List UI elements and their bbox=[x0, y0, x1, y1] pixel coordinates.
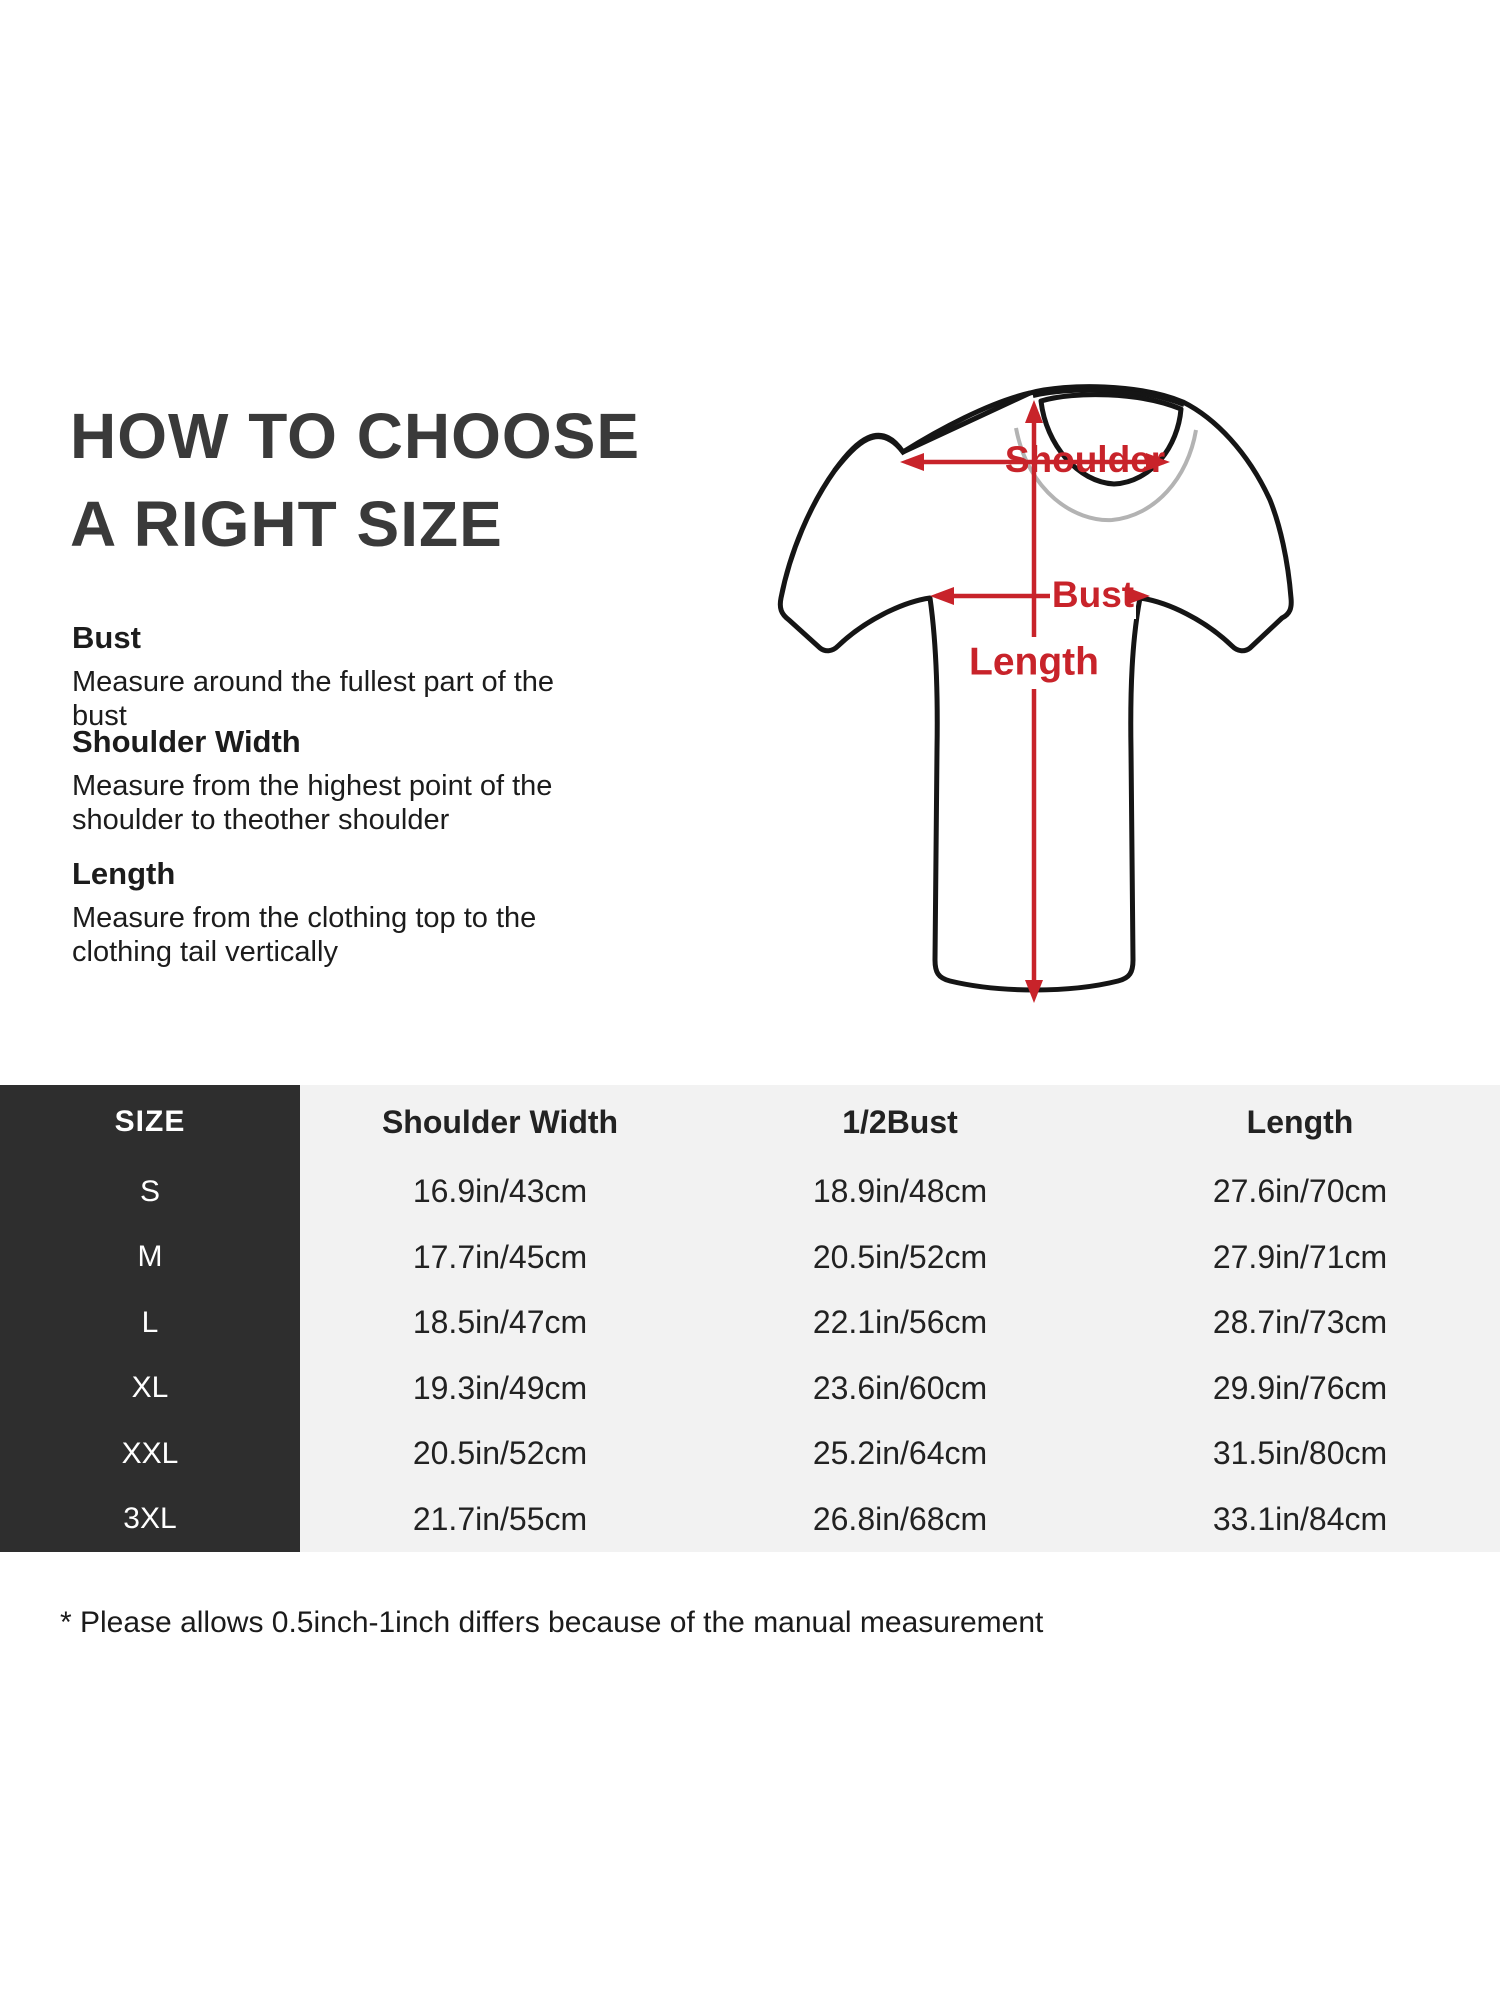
page-title-line2: A RIGHT SIZE bbox=[70, 488, 503, 560]
size-value: XL bbox=[131, 1371, 169, 1405]
length-value: 27.9in/71cm bbox=[1212, 1238, 1388, 1275]
bust-arrowhead-left bbox=[930, 587, 954, 605]
table-row: 3XL 21.7in/55cm 26.8in/68cm 33.1in/84cm bbox=[0, 1486, 1500, 1552]
size-value: M bbox=[137, 1240, 163, 1274]
table-row: M 17.7in/45cm 20.5in/52cm 27.9in/71cm bbox=[0, 1224, 1500, 1290]
half-bust-value: 25.2in/64cm bbox=[812, 1435, 988, 1472]
instruction-bust-label: Bust bbox=[72, 620, 141, 655]
tshirt-left-shoulder-line bbox=[832, 390, 1033, 473]
half-bust-value: 20.5in/52cm bbox=[812, 1238, 988, 1275]
size-column-header: SIZE bbox=[114, 1105, 186, 1138]
length-label-mask bbox=[962, 637, 1106, 689]
instruction-bust-desc: Measure around the fullest part of the b… bbox=[72, 666, 555, 732]
half-bust-value: 18.9in/48cm bbox=[812, 1173, 988, 1210]
half-bust-column-header: 1/2Bust bbox=[842, 1103, 958, 1140]
table-row: XXL 20.5in/52cm 25.2in/64cm 31.5in/80cm bbox=[0, 1421, 1500, 1487]
length-arrowhead-up bbox=[1025, 400, 1043, 423]
instruction-bust: Bust Measure around the fullest part of … bbox=[72, 620, 572, 733]
size-table-header-row: SIZE Shoulder Width 1/2Bust Length bbox=[0, 1085, 1500, 1159]
shoulder-width-value: 18.5in/47cm bbox=[412, 1304, 588, 1341]
bust-label: Bust bbox=[1052, 574, 1134, 615]
table-row: XL 19.3in/49cm 23.6in/60cm 29.9in/76cm bbox=[0, 1355, 1500, 1421]
length-value: 31.5in/80cm bbox=[1212, 1435, 1388, 1472]
size-value: L bbox=[141, 1305, 159, 1339]
length-value: 27.6in/70cm bbox=[1212, 1173, 1388, 1210]
half-bust-value: 22.1in/56cm bbox=[812, 1304, 988, 1341]
bust-arrowhead-right bbox=[1126, 587, 1150, 605]
measurement-disclaimer: * Please allows 0.5inch-1inch differs be… bbox=[60, 1606, 1044, 1639]
instruction-shoulder-width-desc-line1: Measure from the highest point of the bbox=[72, 770, 553, 802]
size-value: 3XL bbox=[123, 1502, 177, 1536]
instruction-shoulder-width: Shoulder Width Measure from the highest … bbox=[72, 724, 572, 837]
length-value: 33.1in/84cm bbox=[1212, 1500, 1388, 1537]
size-table: SIZE Shoulder Width 1/2Bust Length S 16.… bbox=[0, 1085, 1500, 1552]
instruction-shoulder-width-desc-line2: shoulder to theother shoulder bbox=[72, 804, 450, 836]
length-label: Length bbox=[969, 640, 1099, 683]
tshirt-diagram-svg: Shoulder Bust Length bbox=[777, 384, 1294, 1003]
shoulder-width-value: 21.7in/55cm bbox=[412, 1500, 588, 1537]
instruction-length-desc-line2: clothing tail vertically bbox=[72, 936, 338, 968]
half-bust-value: 23.6in/60cm bbox=[812, 1369, 988, 1406]
length-column-header: Length bbox=[1246, 1103, 1354, 1140]
shoulder-label: Shoulder bbox=[1005, 439, 1165, 480]
shoulder-arrowhead-right bbox=[1146, 453, 1170, 471]
instruction-shoulder-width-label: Shoulder Width bbox=[72, 724, 301, 759]
size-value: XXL bbox=[121, 1436, 179, 1470]
length-value: 28.7in/73cm bbox=[1212, 1304, 1388, 1341]
table-row: L 18.5in/47cm 22.1in/56cm 28.7in/73cm bbox=[0, 1290, 1500, 1356]
collar-top-line bbox=[1032, 388, 1185, 407]
page-title: HOW TO CHOOSE A RIGHT SIZE bbox=[70, 392, 640, 568]
size-value: S bbox=[139, 1174, 160, 1208]
half-bust-value: 26.8in/68cm bbox=[812, 1500, 988, 1537]
length-arrowhead-down bbox=[1025, 980, 1043, 1003]
instruction-length-label: Length bbox=[72, 856, 176, 891]
table-row: S 16.9in/43cm 18.9in/48cm 27.6in/70cm bbox=[0, 1159, 1500, 1225]
shoulder-arrowhead-left bbox=[900, 453, 924, 471]
page-title-line1: HOW TO CHOOSE bbox=[70, 400, 641, 472]
bust-label-mask bbox=[1050, 573, 1136, 619]
instruction-length: Length Measure from the clothing top to … bbox=[72, 856, 572, 969]
shoulder-width-value: 17.7in/45cm bbox=[412, 1238, 588, 1275]
shoulder-width-value: 16.9in/43cm bbox=[412, 1173, 588, 1210]
shoulder-width-value: 19.3in/49cm bbox=[412, 1369, 588, 1406]
tshirt-measurement-diagram: Shoulder Bust Length bbox=[700, 340, 1340, 1020]
length-value: 29.9in/76cm bbox=[1212, 1369, 1388, 1406]
shoulder-width-column-header: Shoulder Width bbox=[381, 1103, 619, 1140]
instruction-length-desc-line1: Measure from the clothing top to the bbox=[72, 902, 537, 934]
size-column-header-cell: SIZE bbox=[0, 1085, 300, 1159]
shoulder-width-value: 20.5in/52cm bbox=[412, 1435, 588, 1472]
